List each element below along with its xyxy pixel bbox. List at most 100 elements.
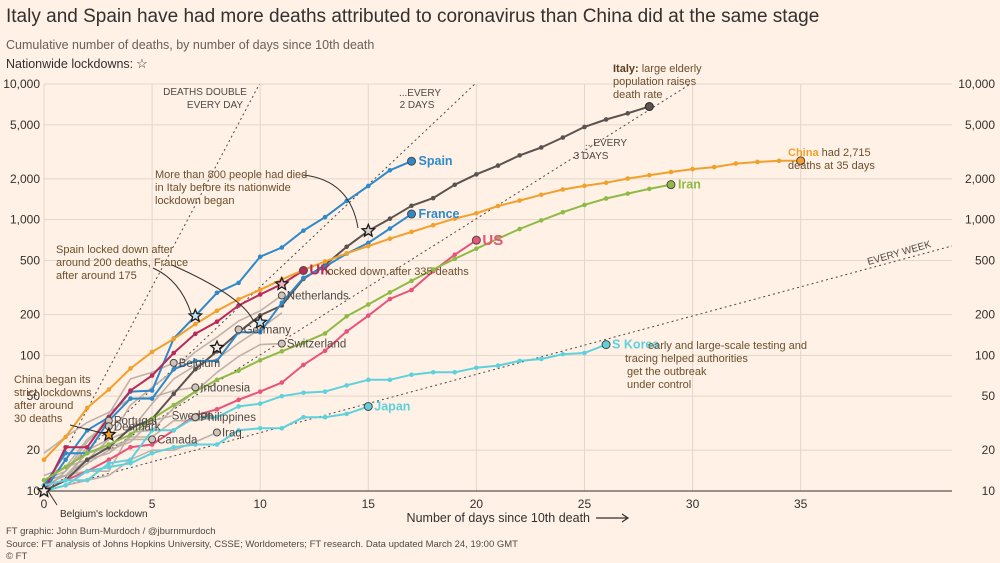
data-point	[387, 168, 393, 173]
data-point	[387, 226, 393, 231]
data-point	[214, 442, 220, 447]
data-point	[257, 401, 263, 407]
y-tick-label-left: 200	[20, 307, 40, 321]
data-point	[236, 280, 241, 286]
doubling-guide-line	[43, 83, 260, 492]
data-point	[495, 163, 501, 168]
data-point	[344, 251, 349, 256]
data-point	[322, 348, 328, 354]
annotation-italy-lockdown: lockdown began	[155, 195, 235, 207]
y-tick-label-right: 20	[982, 443, 996, 457]
guide-label: 3 DAYS	[574, 151, 609, 162]
x-tick-label: 35	[794, 497, 808, 511]
data-point	[236, 428, 241, 433]
data-point	[387, 236, 393, 241]
data-point	[128, 425, 133, 431]
y-tick-label-right: 1,000	[965, 213, 995, 227]
end-label-us: US	[482, 232, 503, 249]
data-point	[214, 358, 220, 364]
data-point	[84, 457, 90, 463]
y-tick-label-right: 50	[982, 389, 996, 403]
data-point	[257, 287, 263, 293]
data-point	[301, 228, 306, 233]
data-point	[171, 428, 177, 433]
data-point	[193, 321, 198, 327]
data-point	[603, 196, 609, 201]
doubling-guide-line	[43, 83, 691, 492]
data-point	[171, 366, 177, 372]
end-marker	[169, 358, 178, 367]
data-point	[214, 308, 220, 314]
data-point	[236, 368, 241, 374]
data-point	[322, 389, 328, 394]
data-point	[279, 393, 285, 399]
end-marker	[148, 435, 157, 444]
data-point	[63, 477, 68, 483]
data-point	[301, 390, 306, 396]
annotation-skorea: early and large-scale testing and	[648, 340, 807, 352]
end-marker	[191, 413, 200, 422]
end-marker	[471, 235, 481, 245]
data-point	[106, 387, 112, 392]
data-point	[257, 254, 263, 260]
end-label-indonesia: Indonesia	[200, 382, 250, 394]
end-label-belgium: Belgium	[179, 358, 221, 370]
data-point	[517, 198, 522, 203]
data-point	[236, 404, 241, 409]
end-label-denmark: Denmark	[114, 421, 161, 433]
data-point	[128, 366, 133, 371]
end-marker	[212, 428, 221, 437]
end-label-france: France	[419, 207, 460, 221]
data-point	[193, 442, 198, 447]
guide-label: EVERY DAY	[187, 100, 243, 111]
data-point	[106, 464, 112, 470]
data-point	[538, 356, 544, 362]
data-point	[63, 450, 68, 456]
data-point	[63, 457, 68, 463]
y-tick-label-left: 20	[27, 443, 41, 457]
data-point	[257, 425, 263, 431]
data-point	[41, 477, 47, 483]
data-point	[257, 389, 263, 394]
data-point	[106, 442, 112, 447]
data-point	[214, 414, 220, 420]
y-tick-label-left: 1,000	[10, 213, 40, 227]
data-point	[603, 180, 609, 185]
data-point	[647, 172, 652, 178]
star-icon: ☆	[136, 56, 148, 71]
data-point	[344, 411, 349, 417]
annotation-china-lockdown: strict lockdowns	[14, 387, 92, 399]
chart-subtitle: Cumulative number of deaths, by number o…	[6, 38, 375, 52]
data-point	[84, 405, 90, 411]
data-point	[128, 396, 133, 401]
annotation-china-lockdown: 30 deaths	[14, 413, 63, 425]
y-tick-label-right: 200	[975, 307, 995, 321]
data-point	[474, 365, 479, 371]
data-point	[452, 256, 458, 262]
data-point	[582, 202, 587, 208]
data-point	[409, 278, 414, 284]
annotation-uk: locked down after 335 deaths	[325, 266, 469, 278]
series-line-iran	[43, 183, 672, 482]
x-tick-label: 10	[254, 497, 268, 511]
data-point	[236, 296, 241, 302]
annotation-connector	[171, 264, 254, 321]
data-point	[171, 336, 177, 342]
lockdown-legend-label: Nationwide lockdowns:	[6, 57, 134, 71]
data-point	[560, 209, 566, 215]
guide-label: ...EVERY	[399, 88, 441, 99]
end-marker	[644, 102, 654, 112]
annotation-china: China had 2,715	[788, 147, 871, 159]
end-label-uk: UK	[309, 261, 331, 278]
data-point	[322, 264, 328, 270]
data-point	[84, 468, 90, 474]
data-point	[128, 432, 133, 438]
annotation-skorea: get the outbreak	[627, 366, 707, 378]
data-point	[193, 331, 198, 337]
lockdown-star-icon	[252, 314, 268, 329]
data-point	[474, 172, 479, 177]
annotation-spain-lockdown: after around 175	[56, 270, 137, 282]
data-point	[344, 329, 349, 334]
x-tick-label: 30	[686, 497, 700, 511]
data-point	[430, 222, 436, 228]
